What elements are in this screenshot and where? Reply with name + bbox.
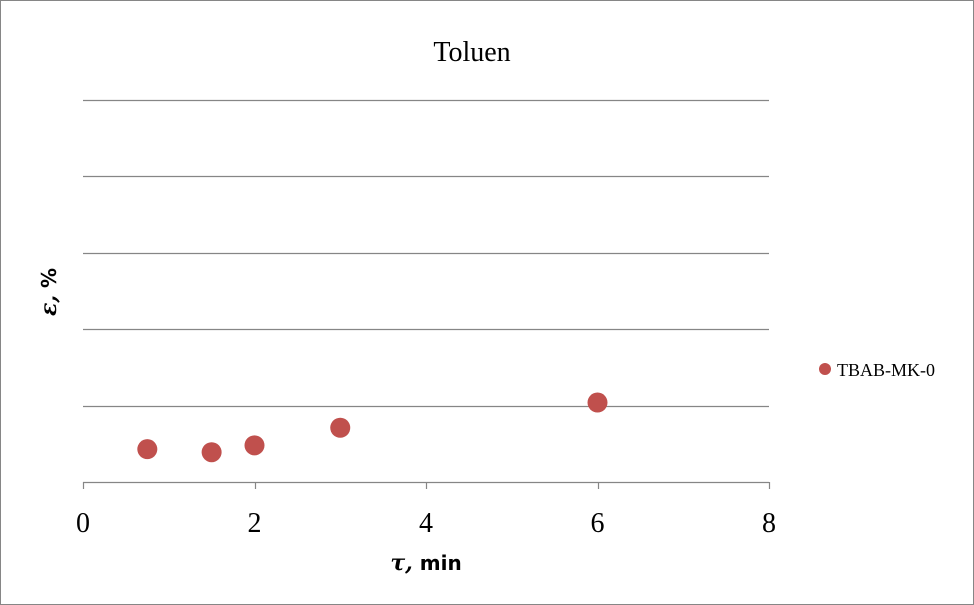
chart-title: Toluen <box>433 37 510 68</box>
legend: TBAB-MK-0 <box>819 360 935 380</box>
legend-label: TBAB-MK-0 <box>837 360 935 380</box>
x-tick-label-0: 0 <box>76 508 90 539</box>
data-points <box>137 392 608 463</box>
data-point-1 <box>137 439 158 460</box>
x-axis-unit: min <box>413 551 462 575</box>
x-tick-label-4: 4 <box>419 508 433 539</box>
x-tick-label-6: 6 <box>591 508 605 539</box>
x-tick-label-8: 8 <box>762 508 776 539</box>
y-axis-title: ε, % <box>36 268 62 316</box>
data-point-4 <box>330 417 351 438</box>
data-point-3 <box>244 435 265 456</box>
x-axis-symbol: τ, <box>390 550 412 576</box>
x-axis-title: τ, min <box>390 550 461 576</box>
data-point-2 <box>201 442 222 463</box>
gridlines <box>83 99 769 408</box>
data-point-5 <box>587 392 608 413</box>
axes <box>82 481 771 489</box>
y-axis-symbol: ε, <box>36 295 62 316</box>
legend-marker <box>819 363 831 375</box>
x-tick-labels: 0 2 4 6 8 <box>76 508 776 539</box>
y-axis-unit: % <box>37 268 61 295</box>
x-tick-label-2: 2 <box>248 508 262 539</box>
